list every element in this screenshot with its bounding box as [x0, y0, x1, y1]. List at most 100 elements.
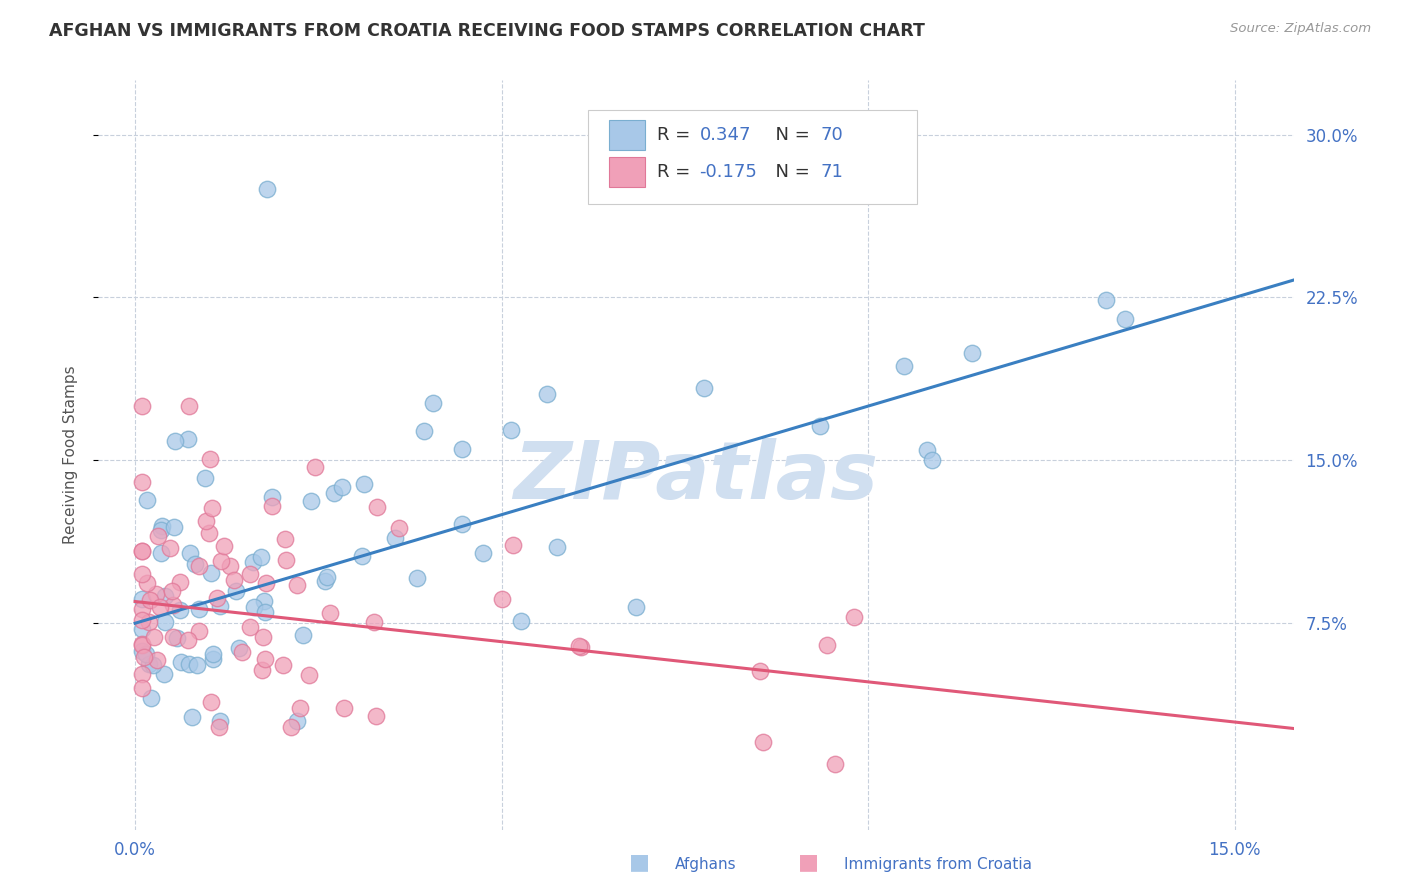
Point: [260, 490, 283, 504]
Bar: [609, 158, 644, 187]
Text: ■: ■: [799, 853, 818, 872]
Point: [451, 516, 474, 531]
Point: [201, 648, 224, 662]
Point: [366, 500, 388, 515]
Point: [163, 434, 186, 448]
Point: [138, 657, 160, 671]
Point: [198, 452, 221, 467]
Point: [150, 519, 173, 533]
Point: [131, 602, 153, 616]
Point: [285, 714, 308, 728]
Point: [194, 471, 217, 485]
Point: [239, 619, 262, 633]
Point: [170, 655, 193, 669]
Point: [159, 541, 181, 555]
Point: [131, 667, 153, 681]
Point: [195, 514, 218, 528]
Y-axis label: Receiving Food Stamps: Receiving Food Stamps: [63, 366, 77, 544]
Point: [353, 477, 375, 491]
Text: 71: 71: [820, 163, 844, 181]
Point: [536, 387, 558, 401]
Point: [143, 630, 166, 644]
Point: [200, 566, 222, 581]
Point: [239, 566, 262, 581]
Point: [136, 576, 159, 591]
Point: [177, 633, 200, 648]
Point: [209, 554, 232, 568]
Point: [333, 701, 356, 715]
Point: [149, 546, 172, 560]
Point: [208, 714, 231, 728]
Point: [131, 638, 153, 652]
Point: [271, 658, 294, 673]
Text: N =: N =: [763, 163, 815, 181]
Text: N =: N =: [763, 126, 815, 144]
Point: [405, 571, 427, 585]
Point: [162, 599, 184, 613]
Point: [160, 584, 183, 599]
Text: Immigrants from Croatia: Immigrants from Croatia: [844, 857, 1032, 872]
Point: [330, 480, 353, 494]
Point: [363, 615, 385, 629]
Point: [299, 494, 322, 508]
Point: [252, 594, 274, 608]
Text: R =: R =: [657, 163, 696, 181]
Point: [567, 639, 589, 653]
Point: [177, 399, 200, 413]
Point: [153, 615, 176, 629]
Point: [131, 592, 153, 607]
Point: [748, 664, 770, 678]
Point: [242, 555, 264, 569]
Point: [139, 691, 162, 706]
Point: [422, 396, 444, 410]
Point: [304, 459, 326, 474]
Point: [323, 486, 346, 500]
Point: [297, 668, 319, 682]
Point: [145, 587, 167, 601]
Point: [163, 520, 186, 534]
Point: [315, 570, 337, 584]
FancyBboxPatch shape: [589, 111, 917, 204]
Point: [350, 549, 373, 563]
Point: [254, 576, 277, 591]
Point: [252, 630, 274, 644]
Text: ■: ■: [630, 853, 650, 872]
Point: [153, 667, 176, 681]
Point: [169, 574, 191, 589]
Point: [149, 523, 172, 537]
Point: [131, 475, 153, 490]
Point: [208, 720, 231, 734]
Point: [225, 584, 247, 599]
Point: [131, 399, 153, 413]
Point: [201, 500, 224, 515]
Point: [145, 653, 167, 667]
Text: ZIPatlas: ZIPatlas: [513, 438, 879, 516]
Point: [219, 558, 242, 573]
Point: [153, 589, 176, 603]
Text: -0.175: -0.175: [700, 163, 758, 181]
Point: [250, 663, 273, 677]
Text: AFGHAN VS IMMIGRANTS FROM CROATIA RECEIVING FOOD STAMPS CORRELATION CHART: AFGHAN VS IMMIGRANTS FROM CROATIA RECEIV…: [49, 22, 925, 40]
Point: [693, 381, 716, 395]
Point: [893, 359, 915, 374]
Point: [624, 599, 647, 614]
Point: [132, 650, 155, 665]
Point: [131, 544, 153, 558]
Point: [280, 720, 302, 734]
Point: [501, 423, 523, 437]
Point: [290, 701, 312, 715]
Point: [136, 492, 159, 507]
Point: [139, 593, 162, 607]
Point: [256, 182, 278, 196]
Point: [844, 610, 866, 624]
Point: [274, 532, 297, 546]
Point: [388, 521, 411, 535]
Point: [250, 550, 273, 565]
Point: [205, 591, 228, 605]
Point: [169, 602, 191, 616]
Point: [243, 599, 266, 614]
Point: [384, 531, 406, 545]
Point: [366, 708, 388, 723]
Point: [510, 615, 533, 629]
Point: [166, 631, 188, 645]
